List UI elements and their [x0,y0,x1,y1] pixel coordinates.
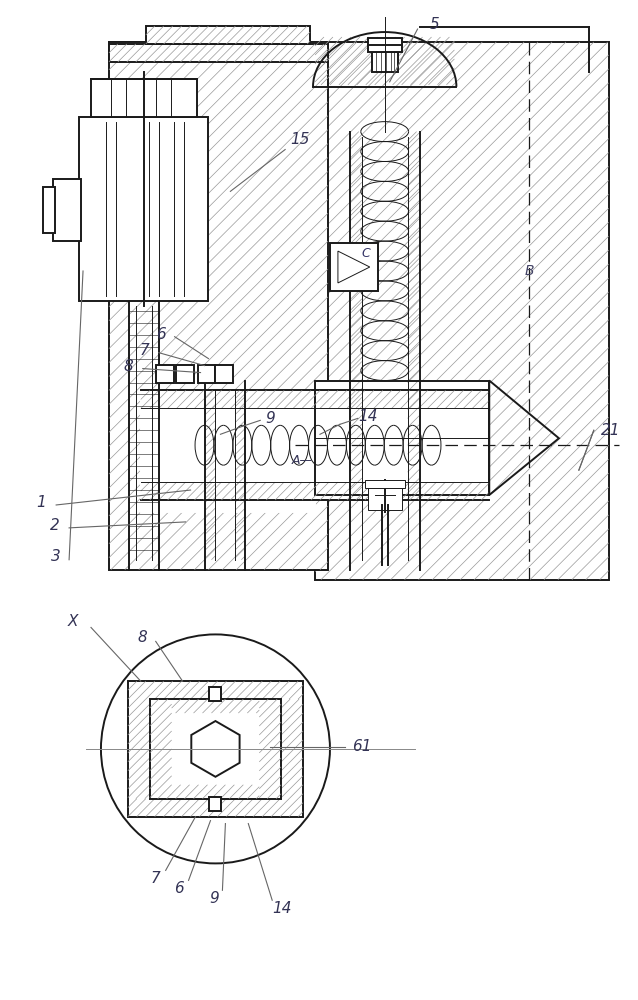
Bar [198,365,216,383]
Text: 8: 8 [124,359,134,374]
Text: 7: 7 [151,871,161,886]
Bar [109,44,328,62]
Bar [209,687,221,701]
Bar [150,699,281,799]
Text: 6: 6 [156,327,166,342]
Bar [128,681,303,817]
Bar [145,26,310,44]
Bar [175,365,193,383]
Bar [109,42,328,47]
Text: 2: 2 [50,518,60,533]
Text: 14: 14 [272,901,292,916]
Bar [315,381,489,495]
Text: 21: 21 [601,423,621,438]
Bar [91,79,197,117]
Bar [209,797,221,811]
Text: B: B [524,264,534,278]
Bar [79,117,209,301]
Text: A—: A— [292,454,313,467]
Bar [141,390,489,500]
Bar [141,392,315,512]
Text: 7: 7 [140,343,150,358]
Text: 3: 3 [51,549,61,564]
Bar [53,179,81,241]
Bar [216,365,234,383]
Text: X: X [68,614,78,629]
Text: 15: 15 [290,132,310,147]
Text: C: C [361,247,370,260]
Bar [109,42,328,570]
Bar [43,187,55,233]
Bar [372,52,397,72]
Text: 8: 8 [138,630,147,645]
Text: 14: 14 [358,409,378,424]
Bar [315,42,609,580]
Bar [330,243,378,291]
Bar [367,488,402,510]
Text: 6: 6 [174,881,184,896]
Text: 5: 5 [429,17,440,32]
Bar [156,365,174,383]
Bar [315,381,489,495]
Bar [365,480,404,488]
Text: 9: 9 [209,891,219,906]
Text: 61: 61 [352,739,371,754]
Text: 1: 1 [36,495,46,510]
Text: 9: 9 [265,411,275,426]
Bar [367,38,402,52]
